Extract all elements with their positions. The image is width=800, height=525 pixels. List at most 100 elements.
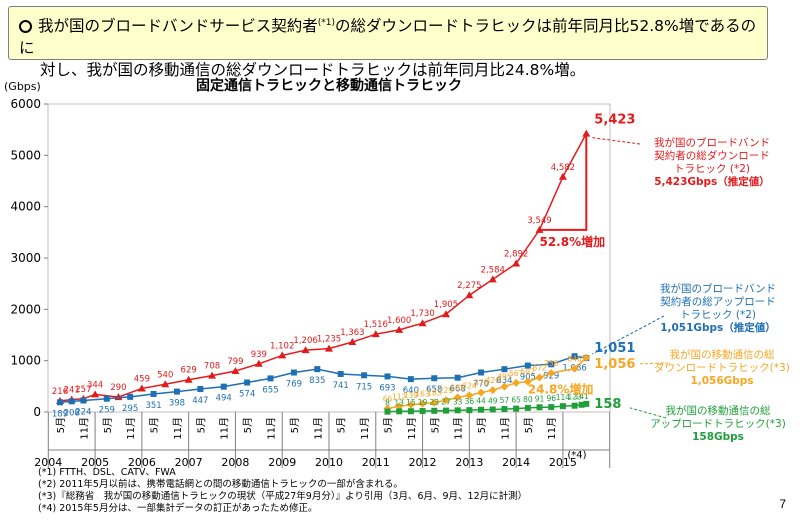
- series-1-point: [57, 399, 63, 406]
- y-tick-label: 2000: [10, 302, 41, 316]
- annotation-fixed-download-line: トラヒック (*2): [674, 163, 750, 175]
- year-label: 2005: [81, 456, 109, 468]
- series-3-data-label: 13: [394, 398, 404, 407]
- series-1-point: [314, 366, 321, 373]
- series-0-point: [231, 366, 240, 374]
- fixed-download-pointer: [592, 137, 641, 145]
- series-3-data-label: 15: [406, 398, 416, 407]
- x-tick-label: 5月: [523, 417, 535, 433]
- footnote-1: (*1) FTTH、DSL、CATV、FWA: [38, 467, 176, 478]
- series-3-point: [578, 401, 585, 408]
- series-3-point: [548, 404, 555, 411]
- series-0-point: [161, 380, 170, 388]
- series-1-point: [571, 353, 578, 360]
- series-3-point: [524, 404, 531, 411]
- series-2-data-label: 672: [532, 364, 547, 373]
- footnotes: (*1) FTTH、DSL、CATV、FWA (*2) 2011年5月以前は、携…: [38, 467, 527, 515]
- series-0-point: [558, 172, 567, 180]
- annotation-fixed-upload-line: トラヒック (*2): [680, 309, 756, 321]
- x-tick-label: 5月: [149, 417, 161, 433]
- series-2-point: [477, 388, 486, 397]
- mobile-growth-label: 24.8%増加: [528, 382, 594, 397]
- series-1-data-label: 295: [122, 404, 138, 414]
- series-2-data-label: 324: [462, 381, 477, 390]
- series-0-point: [325, 344, 333, 352]
- series-1-data-label: 715: [356, 382, 372, 392]
- x-tick-label: 5月: [102, 417, 114, 433]
- headline-text-b: の総ダウンロードトラヒックは前年同月比52.8%増であるのに: [19, 17, 757, 58]
- series-1-data-label: 351: [145, 401, 161, 411]
- annotation-fixed-download-line: 我が国のブロードバンド: [654, 136, 770, 149]
- series-0-data-label: 257: [75, 385, 91, 395]
- series-1-data-label: 834: [496, 376, 512, 386]
- series-3-point: [384, 408, 391, 415]
- series-1-point: [197, 386, 204, 393]
- series-2-point: [570, 364, 579, 373]
- series-2-data-label: 229: [439, 386, 454, 395]
- series-2-data-label: 163: [415, 390, 430, 399]
- series-1-point: [80, 397, 87, 404]
- x-tick-label: 11月: [546, 417, 558, 440]
- series-1-data-label: 1,051: [594, 341, 635, 356]
- series-1-data-label: 693: [379, 383, 395, 393]
- series-3-data-label: 23: [429, 398, 439, 407]
- series-2-data-label: 426: [486, 376, 501, 385]
- series-0-data-label: 290: [110, 383, 126, 393]
- year-label: 2014: [502, 456, 530, 468]
- series-2-point: [453, 393, 462, 402]
- series-3-data-label: 44: [476, 397, 486, 406]
- series-2-point: [500, 382, 509, 391]
- annotation-fixed-download-line: 契約者の総ダウンロード: [654, 149, 770, 162]
- x-tick-label: 11月: [125, 417, 137, 440]
- series-0-point: [465, 291, 474, 299]
- x-tick-label: 11月: [78, 417, 90, 440]
- series-3-point: [513, 405, 520, 412]
- series-2-data-label: 139: [404, 391, 419, 400]
- x-tick-label: 5月: [55, 417, 67, 433]
- series-2-point: [535, 373, 544, 382]
- series-0-data-label: 1,235: [317, 335, 341, 345]
- series-0-point: [278, 351, 287, 359]
- series-1-data-label: 770: [473, 379, 489, 389]
- series-3-point: [583, 400, 590, 407]
- series-1-point: [501, 366, 508, 373]
- x-tick-label: 5月: [195, 417, 207, 433]
- series-3-data-label: 158: [594, 397, 621, 412]
- x-tick-label: 11月: [312, 417, 324, 440]
- footnote-4: (*4) 2015年5月分は、一部集計データの訂正があったため修正。: [38, 503, 318, 514]
- series-2-point: [512, 378, 521, 387]
- series-3-data-label: 91: [535, 394, 545, 403]
- series-0-point: [348, 338, 357, 346]
- series-1-data-label: 447: [192, 396, 208, 406]
- x-tick-label: 11月: [266, 417, 278, 440]
- series-3-data-label: 36: [465, 397, 475, 406]
- series-1-point: [267, 375, 274, 382]
- series-0-data-label: 2,584: [481, 265, 505, 275]
- series-1-point: [407, 376, 414, 383]
- series-0-data-label: 3,549: [527, 216, 551, 226]
- series-2-data-label: 378: [474, 379, 489, 388]
- series-1-point: [337, 370, 344, 377]
- series-2-point: [523, 377, 532, 386]
- series-3-point: [571, 402, 578, 409]
- series-1-data-label: 741: [333, 381, 349, 391]
- series-0-data-label: 1,730: [410, 309, 434, 319]
- x-tick-label: 5月: [336, 417, 348, 433]
- fixed-growth-label: 52.8%増加: [539, 234, 605, 249]
- headline-line-1: 我が国のブロードバンドサービス契約者(*1)の総ダウンロードトラヒックは前年同月…: [19, 12, 757, 59]
- series-1-data-label: 905: [520, 373, 536, 383]
- series-3-data-label: 57: [500, 396, 510, 405]
- series-1-point: [103, 395, 110, 402]
- series-2-data-label: 495: [497, 373, 512, 382]
- year-label: 2015: [549, 456, 577, 468]
- series-3-data-label: 80: [523, 395, 533, 404]
- series-0-data-label: 799: [227, 357, 243, 367]
- headline-footnote-ref: (*1): [317, 18, 336, 28]
- headline-box: 我が国のブロードバンドサービス契約者(*1)の総ダウンロードトラヒックは前年同月…: [8, 6, 768, 79]
- series-0-data-label: 1,516: [364, 320, 388, 330]
- footnote-2: (*2) 2011年5月以前は、携帯電話網との間の移動通信トラヒックの一部が含ま…: [38, 479, 403, 490]
- x-tick-label: 11月: [219, 417, 231, 440]
- x-tick-label: 5月: [429, 417, 441, 433]
- bullet-circle-icon: [19, 20, 32, 34]
- mobile-upload-pointer: [629, 407, 667, 419]
